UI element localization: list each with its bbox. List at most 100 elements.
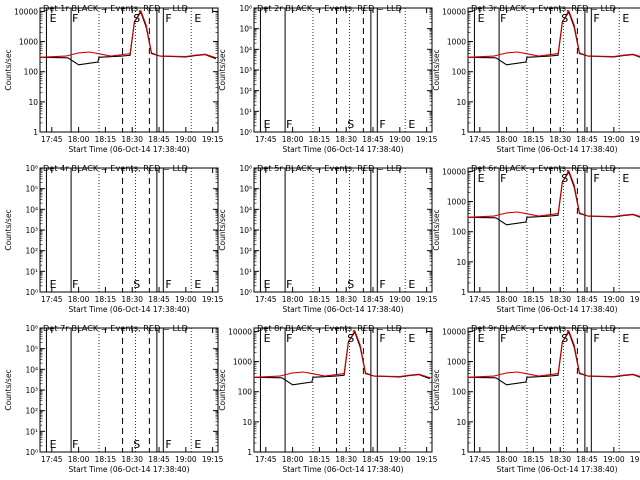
- attenuator-marker-label: F: [72, 278, 78, 291]
- attenuator-marker-label: F: [593, 172, 599, 185]
- x-tick-label: 18:30: [549, 135, 571, 144]
- x-tick-label: 18:15: [95, 455, 117, 464]
- attenuator-marker-label: E: [194, 438, 201, 451]
- x-tick-label: 18:15: [523, 135, 545, 144]
- attenuator-marker-label: E: [622, 172, 629, 185]
- x-tick-label: 19:15: [202, 455, 224, 464]
- x-tick-label: 18:15: [309, 295, 331, 304]
- x-tick-label: 18:30: [335, 135, 357, 144]
- x-tick-label: 18:00: [496, 455, 518, 464]
- x-axis-label: Start Time (06-Oct-14 17:38:40): [68, 305, 189, 314]
- x-tick-label: 19:00: [175, 455, 197, 464]
- y-tick-label: 10: [456, 98, 466, 107]
- attenuator-marker-label: E: [478, 172, 485, 185]
- y-tick-label: 10¹: [239, 107, 252, 116]
- attenuator-marker-label: F: [286, 278, 292, 291]
- x-tick-label: 18:00: [282, 455, 304, 464]
- x-tick-label: 19:00: [603, 135, 625, 144]
- attenuator-marker-label: F: [500, 332, 506, 345]
- y-tick-label: 10000: [442, 327, 466, 336]
- attenuator-marker-label: F: [500, 172, 506, 185]
- x-tick-label: 18:00: [496, 135, 518, 144]
- x-tick-label: 18:45: [576, 295, 598, 304]
- x-tick-label: 19:00: [389, 295, 411, 304]
- y-axis-label: Counts/sec: [4, 369, 13, 410]
- attenuator-marker-label: E: [50, 278, 57, 291]
- attenuator-marker-label: S: [347, 278, 354, 291]
- y-tick-label: 10⁴: [239, 205, 252, 214]
- attenuator-marker-label: F: [165, 278, 171, 291]
- x-tick-label: 18:30: [549, 295, 571, 304]
- y-tick-label: 10³: [25, 386, 38, 395]
- attenuator-marker-label: S: [347, 118, 354, 131]
- y-tick-label: 10⁰: [239, 288, 252, 297]
- x-tick-label: 17:45: [41, 135, 63, 144]
- panel-title: Det 8r BLACK = Events, RED = LLD: [257, 323, 402, 333]
- plot-frame: [467, 167, 640, 293]
- lld-series-line: [253, 329, 431, 379]
- y-axis-label: Counts/sec: [218, 369, 227, 410]
- x-tick-label: 19:15: [416, 135, 438, 144]
- attenuator-marker-label: F: [165, 438, 171, 451]
- attenuator-marker-label: F: [286, 332, 292, 345]
- y-tick-label: 10²: [25, 407, 38, 416]
- detector-panel: Det 7r BLACK = Events, RED = LLD 10⁰ 10¹ 10…: [4, 323, 224, 474]
- x-tick-label: 18:30: [335, 295, 357, 304]
- panel-title: Det 3r BLACK = Events, RED = LLD: [471, 3, 616, 13]
- y-tick-label: 100: [452, 68, 467, 77]
- y-tick-label: 10000: [442, 167, 466, 176]
- x-tick-label: 18:00: [282, 135, 304, 144]
- x-tick-label: 18:00: [68, 135, 90, 144]
- x-axis-label: Start Time (06-Oct-14 17:38:40): [282, 465, 403, 474]
- x-axis-label: Start Time (06-Oct-14 17:38:40): [282, 145, 403, 154]
- x-tick-label: 19:15: [416, 455, 438, 464]
- attenuator-marker-label: F: [500, 12, 506, 25]
- x-tick-label: 18:45: [148, 135, 170, 144]
- y-axis-label: Counts/sec: [4, 49, 13, 90]
- y-tick-label: 1: [461, 128, 466, 137]
- x-tick-label: 19:15: [202, 135, 224, 144]
- y-tick-label: 100: [452, 388, 467, 397]
- lld-series-line: [467, 9, 640, 58]
- y-tick-label: 100: [24, 68, 39, 77]
- x-tick-label: 18:45: [576, 455, 598, 464]
- attenuator-marker-label: S: [133, 438, 140, 451]
- x-tick-label: 18:00: [496, 295, 518, 304]
- attenuator-marker-label: E: [194, 12, 201, 25]
- attenuator-marker-label: E: [408, 332, 415, 345]
- detector-panel: Det 5r BLACK = Events, RED = LLD 10⁰ 10¹ 10…: [218, 163, 438, 314]
- detector-panel: Det 9r BLACK = Events, RED = LLD 1 10 100 10…: [432, 323, 640, 474]
- x-tick-label: 18:30: [121, 135, 143, 144]
- y-tick-label: 10000: [228, 327, 252, 336]
- panel-title: Det 5r BLACK = Events, RED = LLD: [257, 163, 402, 173]
- x-tick-label: 18:15: [309, 135, 331, 144]
- attenuator-marker-label: S: [561, 332, 568, 345]
- attenuator-marker-label: E: [408, 278, 415, 291]
- x-tick-label: 17:45: [41, 455, 63, 464]
- detector-panel: Det 6r BLACK = Events, RED = LLD 1 10 100 10…: [432, 163, 640, 314]
- x-tick-label: 18:45: [576, 135, 598, 144]
- attenuator-marker-label: F: [593, 332, 599, 345]
- y-tick-label: 1: [461, 448, 466, 457]
- x-tick-label: 19:00: [175, 135, 197, 144]
- x-tick-label: 18:15: [95, 295, 117, 304]
- panel-title: Det 7r BLACK = Events, RED = LLD: [43, 323, 188, 333]
- x-tick-label: 17:45: [255, 295, 277, 304]
- attenuator-marker-label: E: [50, 438, 57, 451]
- plot-frame: [253, 327, 433, 453]
- y-tick-label: 100: [238, 388, 253, 397]
- x-axis-label: Start Time (06-Oct-14 17:38:40): [68, 465, 189, 474]
- x-axis-label: Start Time (06-Oct-14 17:38:40): [68, 145, 189, 154]
- y-tick-label: 10⁶: [25, 324, 38, 333]
- x-tick-label: 18:15: [523, 295, 545, 304]
- y-tick-label: 10: [456, 258, 466, 267]
- attenuator-marker-label: E: [264, 332, 271, 345]
- detector-panel: Det 1r BLACK = Events, RED = LLD 1 10 100 10…: [4, 3, 224, 154]
- attenuator-marker-label: E: [622, 12, 629, 25]
- y-axis-label: Counts/sec: [4, 209, 13, 250]
- events-series-line: [253, 330, 431, 386]
- y-tick-label: 1: [33, 128, 38, 137]
- y-tick-label: 10⁰: [25, 288, 38, 297]
- attenuator-marker-label: F: [379, 332, 385, 345]
